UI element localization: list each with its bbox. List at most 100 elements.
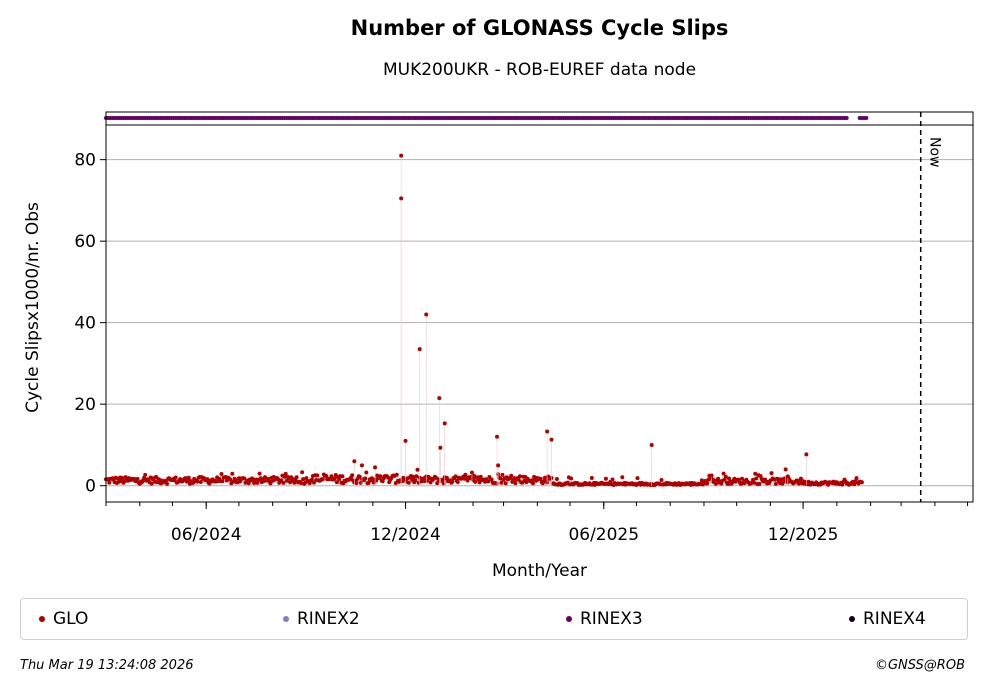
timestamp: Thu Mar 19 13:24:08 2026 [20,658,194,673]
glo-point-252 [378,474,383,479]
glo-point-116 [230,471,235,476]
glo-point-611 [769,471,774,476]
glo-outlier-point-20 [804,452,809,457]
glo-outlier-point-13 [649,442,654,447]
glo-point-114 [228,477,233,482]
glo-point-321 [453,474,458,479]
glo-point-284 [413,478,418,483]
glo-point-581 [736,477,741,482]
glo-point-214 [337,477,342,482]
glo-point-313 [444,475,449,480]
y-tick-label-80: 80 [74,151,96,171]
glo-point-181 [301,477,306,482]
glo-outlier-point-9 [495,434,500,439]
glo-point-17 [122,479,127,484]
glo-point-318 [450,479,455,484]
glo-point-194 [315,473,320,478]
legend-marker-glo [39,616,45,622]
x-tick-label-0: 06/2024 [171,525,242,545]
y-tick-label-0: 0 [85,477,96,497]
glo-point-212 [334,480,339,485]
legend-item-glo: GLO [39,599,88,639]
glo-point-392 [531,481,535,486]
glo-point-286 [415,467,420,472]
glo-point-127 [242,476,247,481]
glo-outlier-point-3 [417,347,422,352]
glo-point-179 [299,481,303,485]
legend-marker-rinex3 [566,616,572,622]
x-axis-label: Month/Year [492,561,587,581]
glo-point-474 [620,475,625,480]
glo-point-56 [165,481,169,486]
glo-point-414 [554,477,559,481]
y-axis-label: Cycle Slipsx1000/nr. Obs [23,202,43,413]
chart-subtitle: MUK200UKR - ROB-EUREF data node [382,60,697,80]
glo-outlier-point-6 [438,445,443,450]
legend-item-rinex3: RINEX3 [566,599,643,639]
legend-item-rinex4: RINEX4 [849,599,926,639]
glo-point-84 [195,479,200,484]
glo-point-376 [513,481,518,486]
glo-point-689 [854,476,859,481]
glo-point-217 [340,474,345,479]
glo-outlier-point-17 [709,473,714,478]
glo-point-107 [220,479,225,484]
legend-item-rinex2: RINEX2 [283,599,360,639]
now-marker-label: Now [927,137,943,168]
y-tick-label-60: 60 [74,232,96,252]
glo-point-173 [292,480,297,485]
rinex3-point-340 [844,116,849,120]
glo-point-597 [754,476,759,481]
glo-outlier-point-18 [783,467,788,472]
glo-outlier-point-1 [399,196,404,201]
glo-point-310 [441,481,446,486]
credit: ©GNSS@ROB [874,658,965,673]
glo-outlier-point-10 [496,463,501,468]
legend-label-glo: GLO [53,609,89,629]
glo-point-601 [758,474,763,479]
glo-point-278 [406,480,411,485]
y-tick-label-20: 20 [74,395,96,415]
glo-point-560 [713,481,718,486]
glo-point-615 [773,481,778,486]
glo-point-380 [517,474,522,479]
glo-point-363 [499,480,504,485]
legend-label-rinex2: RINEX2 [297,609,360,629]
glo-outlier-point-14 [352,459,357,464]
glo-point-552 [705,481,710,486]
glo-point-131 [246,481,251,486]
glo-point-93 [205,477,210,482]
glo-point-304 [435,481,440,486]
glo-outlier-point-16 [373,465,378,470]
glo-point-267 [394,472,399,477]
glo-point-595 [752,480,757,485]
glo-point-567 [721,471,726,476]
glo-point-694 [859,480,864,485]
glo-point-3 [107,480,112,485]
glo-outlier-point-5 [437,396,442,401]
glo-point-362 [498,476,503,481]
glo-point-638 [798,476,803,481]
glo-point-49 [157,477,162,482]
glo-point-600 [757,481,762,486]
glo-point-106 [219,472,224,476]
glo-point-465 [610,477,615,482]
glo-point-367 [503,481,508,486]
glo-point-189 [309,477,314,482]
rinex3-point-344 [864,116,869,120]
glo-point-446 [589,476,594,480]
glo-outlier-point-11 [545,429,550,434]
glo-point-202 [324,473,328,478]
glo-outlier-point-4 [424,312,429,317]
glo-point-344 [478,474,483,479]
glo-point-163 [281,480,286,485]
glo-point-146 [263,475,267,480]
glo-point-35 [142,475,147,480]
glo-outlier-point-12 [549,437,554,442]
glo-point-282 [411,474,416,479]
glo-outlier-point-7 [442,421,447,426]
glo-point-184 [304,476,309,481]
glo-point-427 [569,476,574,481]
glo-point-403 [542,475,547,480]
glo-point-584 [740,476,745,481]
